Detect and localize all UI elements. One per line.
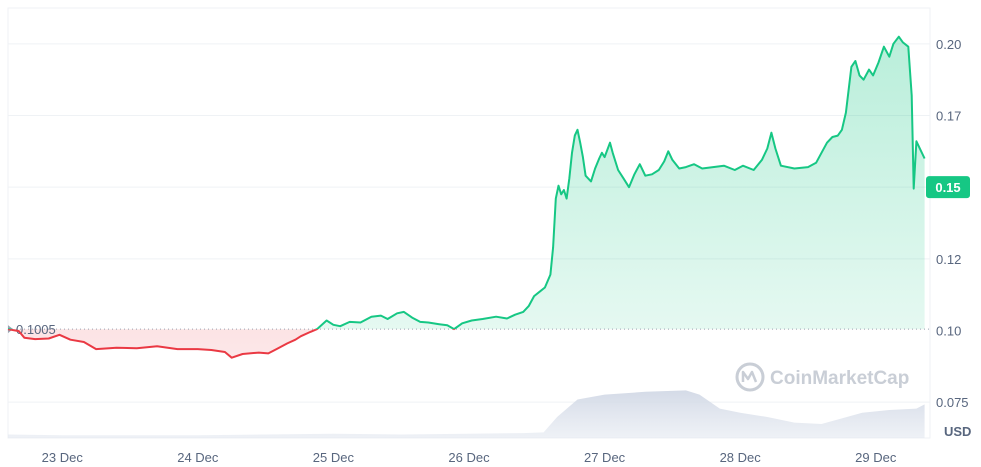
y-axis: 0.075 0.10 0.12 0.15 0.17 0.20: [936, 37, 969, 410]
y-tick-label: 0.075: [936, 395, 969, 410]
currency-label: USD: [944, 424, 971, 439]
y-tick-label: 0.20: [936, 37, 961, 52]
price-line-below: [7, 329, 456, 359]
price-area-above: [317, 36, 925, 330]
x-tick-label: 23 Dec: [42, 450, 84, 465]
x-tick-label: 28 Dec: [720, 450, 762, 465]
y-tick-label: 0.12: [936, 252, 961, 267]
y-tick-label: 0.17: [936, 109, 961, 124]
x-tick-label: 26 Dec: [448, 450, 490, 465]
coinmarketcap-watermark: CoinMarketCap: [735, 362, 909, 392]
price-lines: [7, 35, 926, 359]
x-tick-label: 27 Dec: [584, 450, 626, 465]
watermark-text: CoinMarketCap: [770, 368, 909, 389]
x-tick-label: 25 Dec: [313, 450, 355, 465]
x-tick-label: 24 Dec: [177, 450, 219, 465]
y-tick-label: 0.10: [936, 324, 961, 339]
price-line-above: [8, 35, 926, 330]
current-price-badge: 0.15: [926, 176, 970, 199]
coinmarketcap-logo-icon: [735, 362, 765, 392]
current-price-value: 0.15: [935, 180, 960, 195]
x-tick-label: 29 Dec: [855, 450, 897, 465]
volume-area: [8, 390, 925, 438]
price-area-below: [8, 329, 925, 358]
reference-price-label: 0.1005: [16, 322, 56, 337]
price-areas: [8, 36, 925, 358]
x-axis: 23 Dec 24 Dec 25 Dec 26 Dec 27 Dec 28 Dec 29 D…: [42, 450, 897, 465]
volume-shape: [8, 390, 925, 438]
